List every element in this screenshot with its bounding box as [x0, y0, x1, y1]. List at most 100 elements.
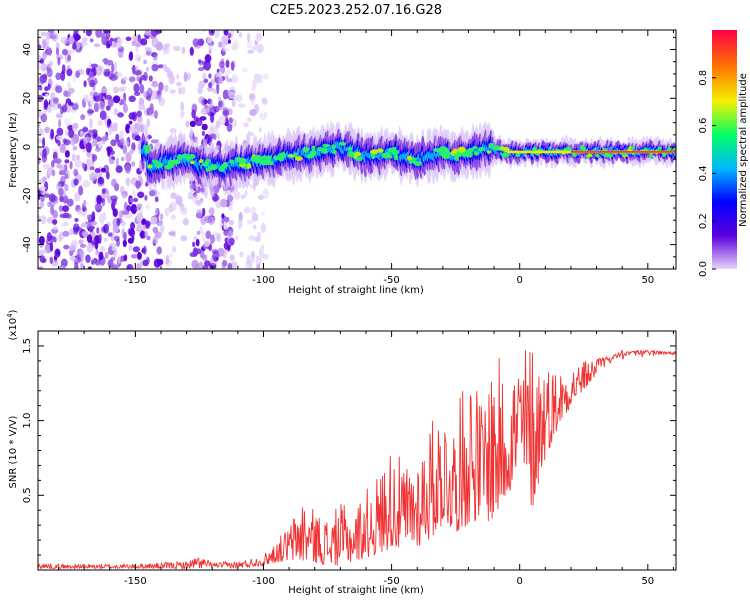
noise-point: [103, 223, 110, 234]
noise-point: [89, 118, 93, 129]
noise-point: [38, 137, 43, 144]
noise-point: [113, 61, 118, 72]
noise-point: [45, 93, 49, 99]
noise-point: [218, 100, 223, 108]
noise-point: [131, 253, 138, 259]
noise-point: [218, 115, 226, 126]
noise-point: [195, 238, 200, 247]
noise-point: [143, 59, 148, 65]
ridge-peak: [532, 146, 537, 150]
noise-point: [87, 266, 92, 269]
noise-point: [191, 109, 196, 119]
noise-point: [255, 34, 262, 43]
noise-point: [95, 136, 102, 143]
noise-point: [249, 258, 255, 264]
noise-point: [246, 117, 252, 123]
noise-point: [112, 208, 119, 217]
noise-point: [52, 225, 59, 231]
snr-series-line: [38, 349, 676, 570]
noise-point: [124, 163, 132, 174]
noise-point: [83, 94, 89, 104]
noise-point: [152, 226, 159, 234]
noise-point: [169, 201, 177, 212]
noise-point: [225, 59, 230, 68]
noise-point: [193, 116, 199, 122]
noise-point: [87, 109, 95, 114]
noise-point: [195, 248, 202, 255]
noise-point: [46, 232, 52, 242]
scale-suffix: ): [8, 309, 19, 313]
noise-point: [64, 150, 70, 158]
noise-point: [128, 244, 133, 251]
ridge-peak: [246, 163, 252, 169]
noise-point: [173, 45, 181, 51]
snr-panel: -150 -100 -50 0 50 0.5 1.0 1.5 Height of straig…: [6, 309, 677, 596]
noise-point: [38, 122, 41, 129]
noise-point: [220, 198, 228, 208]
noise-point: [93, 95, 97, 101]
noise-point: [182, 218, 189, 226]
noise-point: [122, 144, 128, 154]
noise-point: [145, 256, 150, 265]
noise-point: [151, 81, 159, 88]
noise-point: [145, 66, 150, 73]
noise-point: [249, 93, 256, 101]
noise-point: [131, 35, 139, 42]
noise-point: [119, 130, 125, 140]
noise-point: [186, 72, 191, 81]
noise-point: [185, 120, 190, 128]
noise-point: [72, 74, 76, 84]
noise-point: [212, 88, 217, 94]
noise-point: [42, 148, 47, 159]
noise-point: [262, 253, 269, 260]
noise-point: [92, 134, 97, 140]
noise-point: [89, 79, 96, 88]
noise-point: [183, 71, 188, 82]
noise-point: [93, 171, 98, 180]
noise-point: [40, 196, 45, 202]
noise-point: [85, 158, 92, 166]
noise-point: [227, 262, 233, 269]
ridge-peak: [172, 159, 181, 165]
noise-point: [47, 83, 51, 91]
noise-point: [144, 230, 148, 239]
noise-point: [181, 46, 186, 55]
noise-point: [176, 73, 180, 80]
noise-point: [87, 242, 92, 248]
noise-point: [88, 225, 94, 233]
noise-point: [218, 60, 225, 69]
noise-point: [244, 189, 248, 197]
noise-point: [110, 195, 118, 202]
noise-point: [198, 80, 205, 89]
noise-point: [56, 135, 63, 141]
noise-point: [257, 231, 261, 239]
noise-point: [84, 136, 92, 143]
noise-point: [44, 126, 50, 133]
scale-prefix: (x10: [8, 318, 19, 341]
ridge-peak: [260, 159, 269, 166]
noise-point: [246, 32, 251, 43]
ridge-peak: [579, 145, 585, 150]
noise-point: [216, 83, 220, 95]
ridge-peak: [587, 153, 593, 157]
noise-point: [193, 235, 198, 241]
noise-point: [73, 34, 81, 41]
noise-point: [58, 205, 64, 212]
noise-point: [261, 97, 267, 103]
noise-point: [127, 227, 134, 236]
ridge-peak: [453, 153, 463, 158]
spectrogram-y-label: Frequency (Hz): [8, 112, 19, 188]
noise-point: [45, 31, 52, 40]
noise-point: [261, 211, 265, 217]
noise-point: [63, 244, 70, 250]
noise-point: [136, 263, 141, 269]
noise-point: [110, 139, 117, 147]
noise-point: [66, 68, 73, 77]
ridge-peak: [332, 149, 337, 155]
noise-point: [80, 262, 84, 269]
noise-point: [94, 203, 102, 210]
ridge-peak: [384, 151, 391, 158]
noise-point: [85, 254, 91, 263]
noise-point: [205, 230, 211, 240]
ridge-peak: [322, 143, 330, 148]
